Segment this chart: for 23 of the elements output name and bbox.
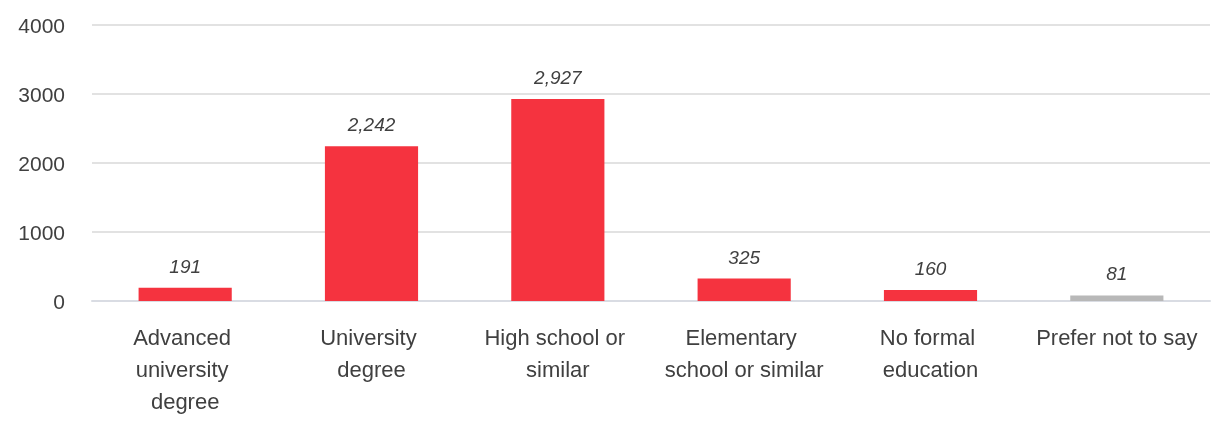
bar bbox=[883, 289, 978, 301]
bar bbox=[697, 278, 791, 301]
y-tick-label: 1000 bbox=[18, 220, 65, 244]
data-label: 191 bbox=[169, 255, 202, 277]
x-tick-label: University degree bbox=[320, 324, 423, 382]
y-tick-label: 0 bbox=[53, 289, 65, 313]
data-label: 2,927 bbox=[533, 67, 584, 89]
data-label: 81 bbox=[1106, 263, 1128, 285]
bar bbox=[511, 99, 605, 301]
x-tick-label: Advanced university degree bbox=[133, 324, 238, 414]
bar bbox=[324, 146, 419, 301]
data-label: 160 bbox=[914, 257, 947, 279]
data-label: 325 bbox=[728, 246, 761, 268]
x-tick-label: No formal education bbox=[879, 324, 982, 382]
y-tick-label: 3000 bbox=[18, 82, 65, 106]
y-tick-label: 2000 bbox=[18, 151, 65, 175]
x-tick-label: Elementary school or similar bbox=[664, 324, 824, 382]
x-tick-label: Prefer not to say bbox=[1036, 324, 1198, 350]
bar bbox=[1070, 295, 1164, 301]
x-tick-label: High school or similar bbox=[484, 324, 632, 382]
bar bbox=[138, 287, 232, 301]
y-tick-label: 4000 bbox=[18, 13, 65, 37]
data-label: 2,242 bbox=[346, 114, 396, 136]
